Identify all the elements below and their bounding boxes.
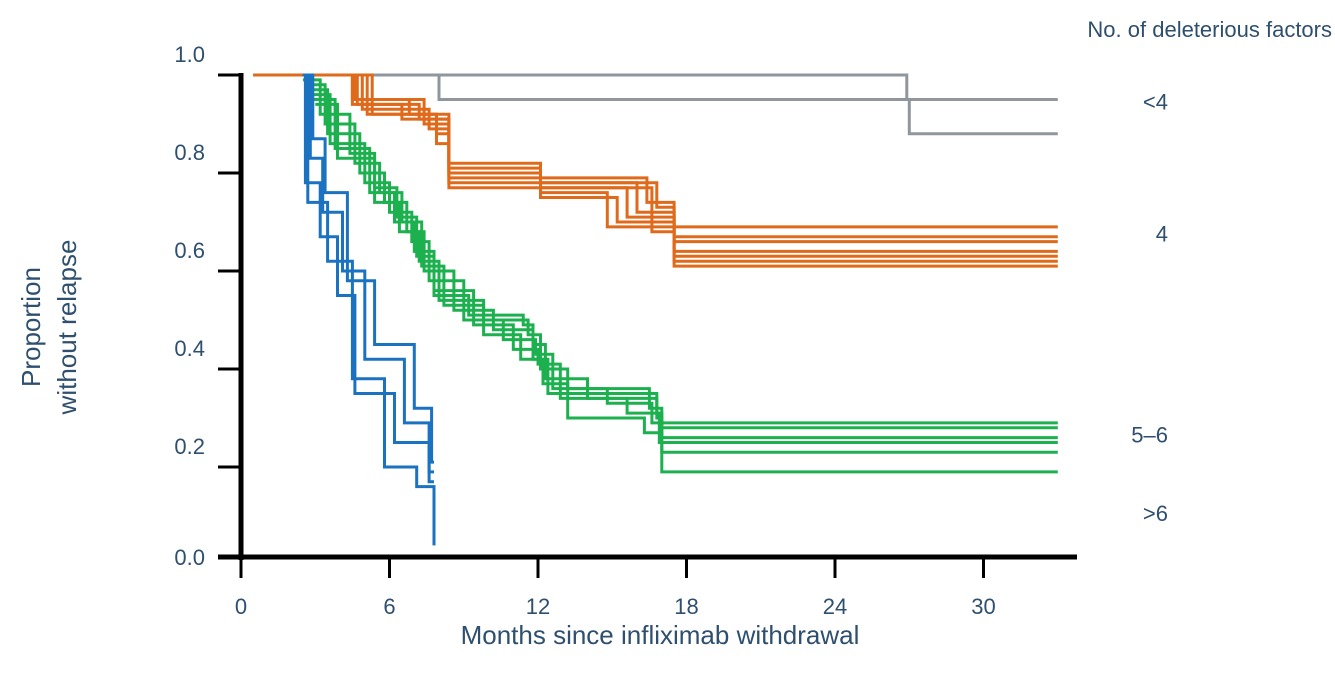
- x-tick-label: 30: [971, 594, 995, 619]
- survival-curve: [302, 73, 434, 484]
- y-axis-title-line-1: Proportion: [16, 267, 46, 387]
- group-label: 4: [1156, 222, 1168, 247]
- curves-layer: [253, 73, 1058, 546]
- y-tick-label: 1.0: [174, 42, 205, 67]
- x-tick-label: 6: [383, 594, 395, 619]
- survival-curve: [253, 73, 1058, 229]
- survival-curve: [302, 73, 436, 546]
- y-tick-label: 0.0: [174, 545, 205, 570]
- x-tick-label: 24: [823, 594, 847, 619]
- x-axis-title: Months since infliximab withdrawal: [461, 620, 860, 650]
- survival-curve: [302, 73, 434, 464]
- survival-curve: [253, 73, 1058, 263]
- y-tick-label: 0.4: [174, 336, 205, 361]
- x-tick-label: 18: [674, 594, 698, 619]
- group-label: <4: [1143, 89, 1168, 114]
- group-label: 5–6: [1131, 423, 1168, 448]
- survival-curve: [310, 93, 1058, 444]
- group-curves: [302, 73, 436, 546]
- survival-curve: [315, 102, 1058, 474]
- group-curves: [302, 78, 1058, 474]
- y-ticks: 0.0 0.2 0.4 0.6 0.8 1.0: [174, 42, 241, 570]
- y-tick-label: 0.2: [174, 434, 205, 459]
- group-curves: [253, 73, 1058, 268]
- group-label: >6: [1143, 501, 1168, 526]
- survival-curve: [253, 73, 1058, 268]
- legend-title: No. of deleterious factors: [1087, 17, 1332, 42]
- survival-curve: [253, 73, 1058, 136]
- survival-curve: [312, 98, 1058, 454]
- survival-curve: [253, 73, 1058, 101]
- y-tick-label: 0.8: [174, 140, 205, 165]
- x-tick-label: 0: [235, 594, 247, 619]
- y-tick-label: 0.6: [174, 238, 205, 263]
- x-ticks: 0 6 12 18 24 30: [235, 557, 996, 619]
- group-labels: <4 4 5–6 >6: [1131, 89, 1168, 526]
- y-axis-title: Proportion without relapse: [16, 240, 82, 416]
- y-axis-title-line-2: without relapse: [52, 240, 82, 416]
- survival-curve: [302, 73, 434, 474]
- x-tick-label: 12: [526, 594, 550, 619]
